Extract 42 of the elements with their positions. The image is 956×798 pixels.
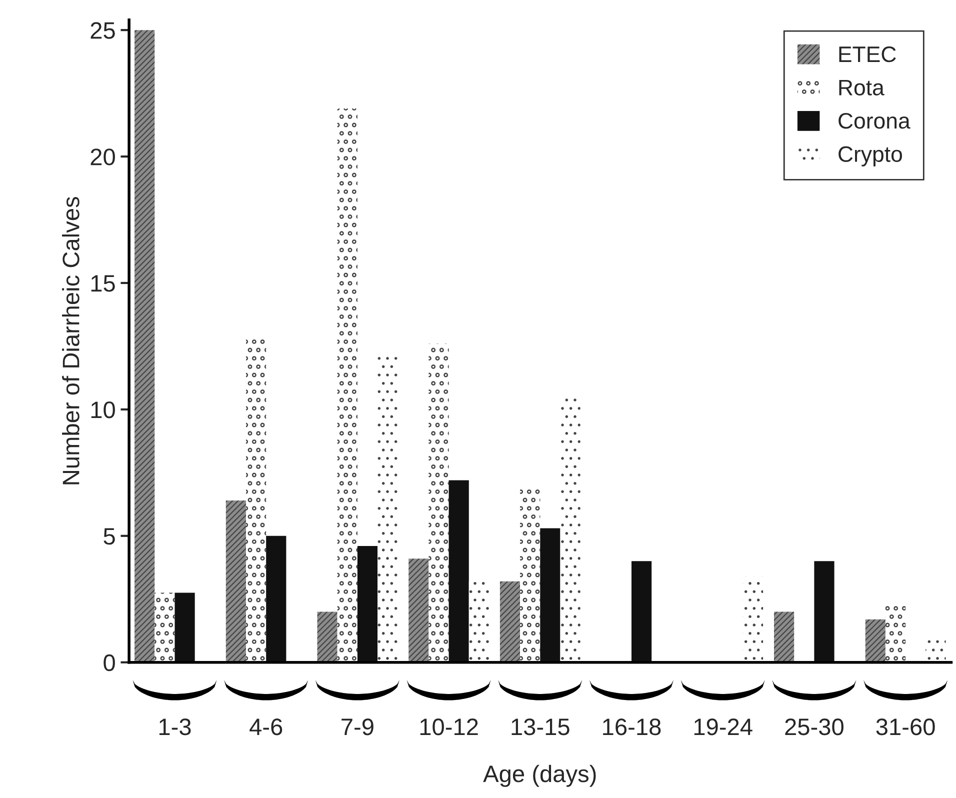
bar: [814, 561, 834, 662]
bar: [500, 581, 520, 662]
bar: [226, 500, 246, 662]
y-tick-label: 15: [91, 275, 115, 292]
bar: [520, 489, 540, 662]
bar: [468, 581, 489, 662]
legend-label: Corona: [838, 112, 910, 129]
bar: [174, 592, 195, 662]
bar: [337, 108, 358, 662]
x-tick-label: 19-24: [694, 718, 752, 736]
bar: [357, 546, 378, 662]
bar: [865, 619, 886, 662]
bar: [885, 605, 906, 662]
x-tick-label: 1-3: [159, 718, 191, 736]
x-tick-label: 16-18: [603, 718, 661, 736]
y-axis-title: Number of Diarrheic Calves: [62, 196, 80, 484]
x-axis-title: Age (days): [483, 764, 596, 787]
bar: [154, 592, 175, 662]
bar: [266, 536, 286, 662]
y-tick-label: 10: [91, 402, 115, 418]
legend-label: Crypto: [838, 146, 902, 166]
bar: [631, 561, 652, 662]
y-tick-label: 25: [90, 22, 115, 39]
bar: [448, 480, 469, 662]
x-tick-label: 4-6: [250, 718, 282, 736]
bar: [774, 612, 794, 662]
bar: [560, 396, 580, 662]
x-tick-label: 13-15: [512, 718, 570, 736]
x-tick-label: 7-9: [342, 718, 374, 736]
legend-label: ETEC: [839, 46, 896, 62]
y-tick-label: 5: [104, 528, 115, 545]
x-tick-label: 31-60: [876, 718, 935, 736]
y-tick-label: 0: [104, 654, 115, 672]
bar: [408, 558, 429, 662]
bar: [317, 612, 338, 662]
bar: [428, 344, 449, 662]
x-tick-label: 25-30: [785, 718, 844, 736]
bar: [134, 30, 155, 662]
y-tick-label: 20: [90, 148, 115, 166]
bar: [540, 528, 560, 662]
legend-label: Rota: [839, 80, 884, 96]
x-tick-label: 10-12: [420, 718, 478, 736]
